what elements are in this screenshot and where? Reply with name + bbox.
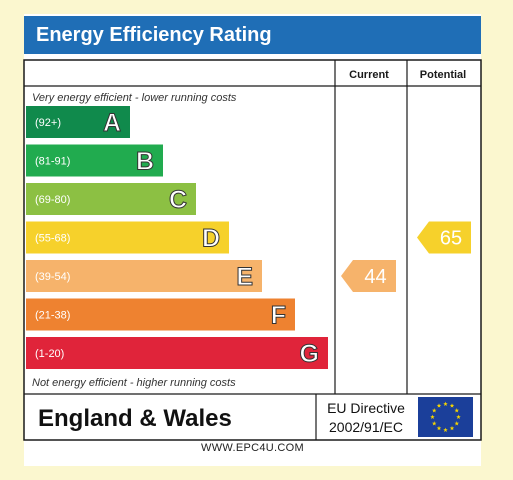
band-c-letter: C [169,186,187,214]
band-f-letter: F [271,302,286,330]
region-label: England & Wales [38,405,232,432]
eu-star-icon [449,403,455,408]
eu-star-icon [430,414,435,419]
band-e-bar [26,260,262,292]
eu-star-icon [454,421,460,426]
band-g-letter: G [300,340,319,368]
eu-star-icon [443,427,448,432]
eu-star-icon [431,421,437,426]
current-rating-arrow [341,260,396,292]
eu-flag-icon [418,397,473,437]
band-d-letter: D [202,225,220,253]
band-f-range: (21-38) [35,310,70,322]
band-g-range: (1-20) [35,348,64,360]
eu-star-icon [454,408,460,413]
band-a-bar [26,106,130,138]
chart-title: Energy Efficiency Rating [24,16,481,54]
eu-star-icon [431,408,437,413]
band-b-range: (81-91) [35,156,70,168]
rating-bands: (92+) A (81-91) B (69-80) C (55-68) D (39-54) E (2… [26,106,328,369]
eu-star-icon [449,425,455,431]
band-f-bar [26,298,295,331]
band-e-letter: E [236,263,253,291]
potential-column-header: Potential [420,69,466,81]
eu-star-icon [456,414,461,419]
band-c-range: (69-80) [35,194,70,206]
potential-rating-value: 65 [440,228,462,250]
table-frame [23,59,482,441]
eu-star-icon [443,401,448,406]
band-g-bar [26,337,328,369]
potential-rating-arrow [417,221,471,254]
current-rating-value: 44 [364,266,386,288]
band-b-letter: B [136,148,154,176]
eu-star-icon [436,425,442,431]
band-c-bar [26,183,196,215]
band-a-range: (92+) [35,117,61,129]
band-a-letter: A [103,109,121,137]
band-d-bar [26,221,229,254]
directive-line-1: EU Directive [327,400,405,416]
band-d-range: (55-68) [35,233,70,245]
eu-star-icon [436,403,442,408]
rating-indicators: 44 65 [341,221,471,292]
directive-line-2: 2002/91/EC [329,419,403,435]
current-column-header: Current [349,69,389,81]
website-url: WWW.EPC4U.COM [201,442,304,454]
band-b-bar [26,144,163,177]
top-note: Very energy efficient - lower running co… [32,92,237,104]
bottom-note: Not energy efficient - higher running co… [32,377,236,389]
band-e-range: (39-54) [35,271,70,283]
